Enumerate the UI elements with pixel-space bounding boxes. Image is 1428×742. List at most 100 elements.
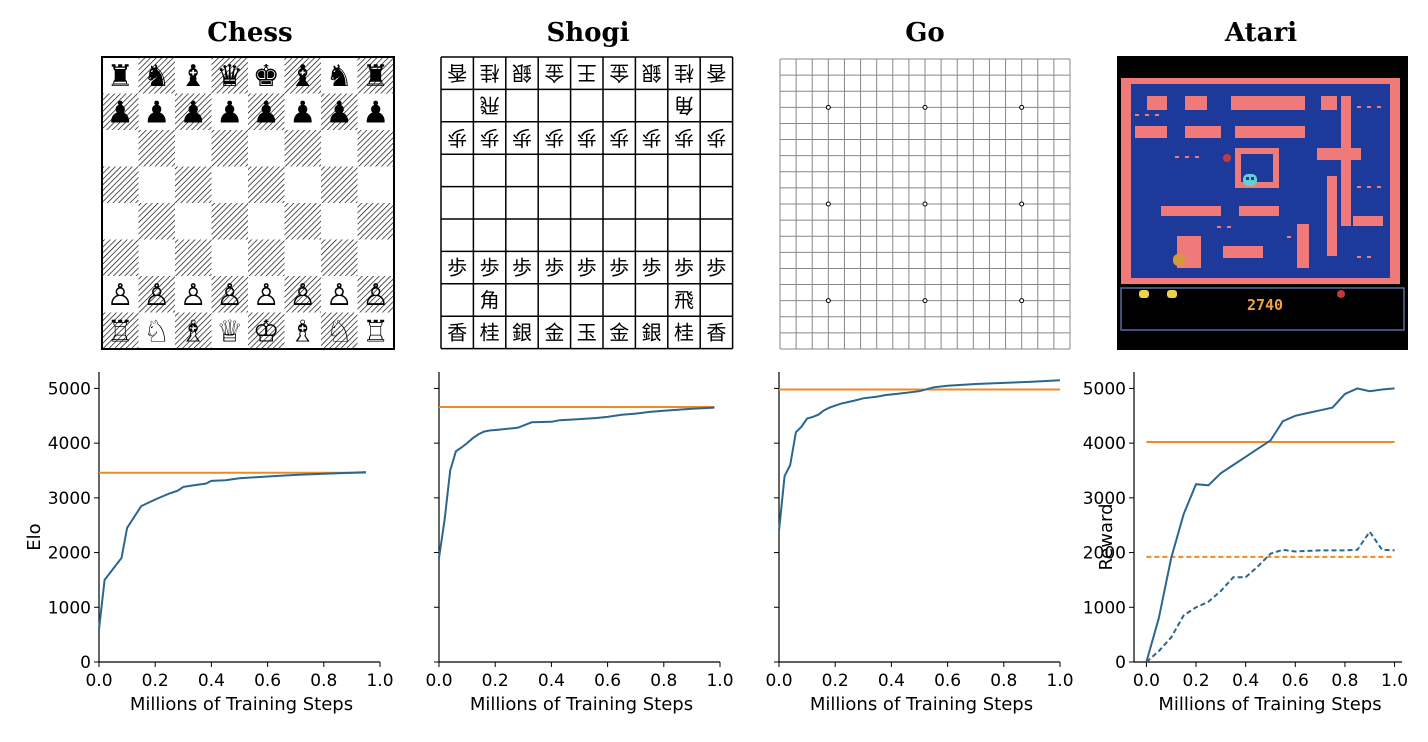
shogi-piece: 歩 (642, 126, 662, 150)
chess-square (175, 166, 212, 203)
chess-square (248, 166, 285, 203)
x-tick-label: 0.4 (1232, 671, 1259, 691)
chess-piece: ♙ (326, 278, 353, 313)
x-tick-label: 0.0 (425, 671, 452, 691)
go-star-point (1019, 104, 1025, 110)
shogi-piece: 桂 (674, 61, 694, 85)
chess-piece: ♟ (289, 96, 316, 131)
x-tick-label: 0.4 (198, 671, 225, 691)
shogi-elo-chart: 0.0 0.2 0.4 0.6 0.8 1.0 Millions of Training S… (425, 372, 734, 715)
chess-square (102, 57, 139, 94)
chess-square (357, 276, 394, 313)
go-star-point (825, 201, 831, 207)
shogi-board: 香桂銀金王金銀桂香飛 角歩歩歩歩歩歩歩歩歩歩歩歩歩歩歩歩歩歩角 飛香桂銀金玉金銀桂香 (440, 56, 734, 350)
go-star-point (825, 104, 831, 110)
chess-square (357, 203, 394, 240)
series-line-muzero-reanalyze (1145, 530, 1395, 663)
chess-piece: ♟ (216, 96, 243, 131)
go-title: Go (905, 18, 945, 48)
shogi-piece: 飛 (480, 94, 500, 118)
chess-square (357, 312, 394, 349)
chess-square (175, 239, 212, 276)
shogi-piece: 銀 (642, 61, 662, 85)
x-tick-label: 0.6 (594, 671, 621, 691)
shogi-piece: 歩 (706, 126, 726, 150)
shogi-piece: 銀 (512, 61, 532, 85)
x-tick-label: 1.0 (366, 671, 393, 691)
chess-piece: ♘ (326, 315, 353, 350)
chess-square (211, 203, 248, 240)
chess-piece: ♖ (362, 315, 389, 350)
chess-piece: ♟ (362, 96, 389, 131)
shogi-piece: 歩 (577, 256, 597, 280)
shogi-piece: 歩 (577, 126, 597, 150)
shogi-piece: 桂 (480, 61, 500, 85)
shogi-piece: 歩 (609, 126, 629, 150)
chess-square (248, 203, 285, 240)
chess-piece: ♟ (253, 96, 280, 131)
chess-piece: ♟ (107, 96, 134, 131)
chess-square (248, 276, 285, 313)
chess-square (175, 276, 212, 313)
shogi-piece: 角 (674, 94, 694, 118)
shogi-piece: 金 (544, 61, 564, 85)
chess-square (284, 166, 321, 203)
lives-icons (1139, 290, 1177, 298)
y-tick-label: 5000 (48, 379, 91, 399)
chess-square (248, 312, 285, 349)
chess-piece: ♘ (143, 315, 170, 350)
shogi-piece: 歩 (674, 256, 694, 280)
y-tick-label: 0 (80, 653, 91, 673)
chess-square (321, 93, 358, 130)
x-tick-label: 0.0 (85, 671, 112, 691)
chess-square (175, 312, 212, 349)
chess-square (284, 93, 321, 130)
go-elo-chart: 0.0 0.2 0.4 0.6 0.8 1.0 Millions of Training S… (765, 372, 1074, 715)
atari-reward-chart: 0.0 0.2 0.4 0.6 0.8 1.0 0 1000 2000 3000 4000 5000 M… (1083, 372, 1408, 715)
chess-piece: ♙ (180, 278, 207, 313)
chess-square (284, 57, 321, 94)
chess-square (211, 166, 248, 203)
chess-square (284, 276, 321, 313)
chess-square (102, 130, 139, 167)
shogi-piece: 金 (609, 61, 629, 85)
x-tick-label: 0.6 (934, 671, 961, 691)
x-axis-title: Millions of Training Steps (130, 694, 353, 715)
chess-title: Chess (207, 18, 293, 48)
x-tick-label: 0.2 (1183, 671, 1210, 691)
chess-square (321, 276, 358, 313)
shogi-piece: 銀 (512, 320, 532, 344)
x-tick-label: 0.8 (650, 671, 677, 691)
x-tick-label: 1.0 (706, 671, 733, 691)
x-tick-label: 0.8 (1331, 671, 1358, 691)
chess-square (102, 203, 139, 240)
chess-square (321, 312, 358, 349)
go-star-point (922, 298, 928, 304)
chess-square (357, 130, 394, 167)
chess-piece: ♗ (289, 315, 316, 350)
shogi-piece: 歩 (512, 126, 532, 150)
shogi-piece: 香 (706, 320, 726, 344)
shogi-piece: 歩 (480, 256, 500, 280)
chess-piece: ♟ (326, 96, 353, 131)
y-tick-label: 0 (1115, 653, 1126, 673)
chess-square (321, 239, 358, 276)
chess-piece: ♟ (180, 96, 207, 131)
chess-square (321, 166, 358, 203)
shogi-piece: 金 (544, 320, 564, 344)
chess-square (138, 203, 175, 240)
chess-square (102, 166, 139, 203)
x-axis-title: Millions of Training Steps (470, 694, 693, 715)
pacman-icon (1173, 254, 1185, 266)
chess-square (284, 130, 321, 167)
x-tick-label: 0.2 (482, 671, 509, 691)
chess-piece: ♖ (107, 315, 134, 350)
maze-walls (1121, 78, 1400, 284)
chess-piece: ♙ (143, 278, 170, 313)
chess-square (138, 57, 175, 94)
chess-square (175, 130, 212, 167)
chess-square (102, 93, 139, 130)
atari-ms-pacman-screen: 2740 (1117, 56, 1408, 350)
shogi-title: Shogi (546, 18, 630, 48)
y-tick-label: 5000 (1083, 379, 1126, 399)
